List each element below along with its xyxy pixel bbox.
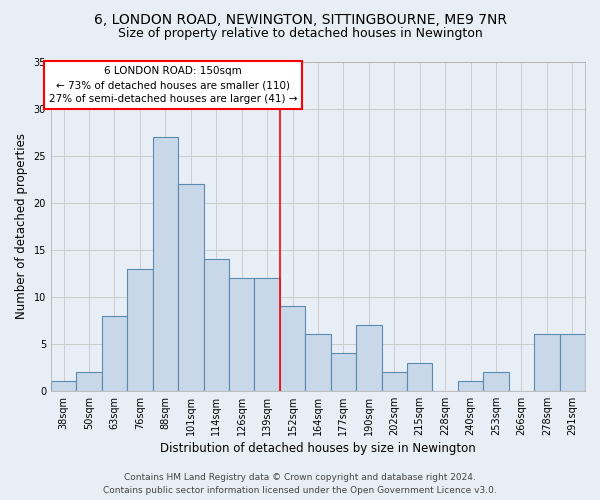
Bar <box>534 334 560 391</box>
Text: 6, LONDON ROAD, NEWINGTON, SITTINGBOURNE, ME9 7NR: 6, LONDON ROAD, NEWINGTON, SITTINGBOURNE… <box>94 12 506 26</box>
Bar <box>280 306 305 391</box>
Text: Size of property relative to detached houses in Newington: Size of property relative to detached ho… <box>118 28 482 40</box>
Bar <box>483 372 509 391</box>
Bar <box>178 184 203 391</box>
Bar <box>229 278 254 391</box>
Bar <box>127 268 152 391</box>
Y-axis label: Number of detached properties: Number of detached properties <box>15 133 28 319</box>
Bar <box>51 382 76 391</box>
Bar <box>382 372 407 391</box>
Bar <box>407 362 433 391</box>
Bar <box>356 325 382 391</box>
Bar <box>76 372 102 391</box>
Bar <box>305 334 331 391</box>
Bar <box>560 334 585 391</box>
Bar <box>203 259 229 391</box>
Bar <box>152 137 178 391</box>
X-axis label: Distribution of detached houses by size in Newington: Distribution of detached houses by size … <box>160 442 476 455</box>
Bar <box>458 382 483 391</box>
Bar <box>331 353 356 391</box>
Text: 6 LONDON ROAD: 150sqm
← 73% of detached houses are smaller (110)
27% of semi-det: 6 LONDON ROAD: 150sqm ← 73% of detached … <box>49 66 297 104</box>
Text: Contains HM Land Registry data © Crown copyright and database right 2024.
Contai: Contains HM Land Registry data © Crown c… <box>103 473 497 495</box>
Bar <box>102 316 127 391</box>
Bar <box>254 278 280 391</box>
